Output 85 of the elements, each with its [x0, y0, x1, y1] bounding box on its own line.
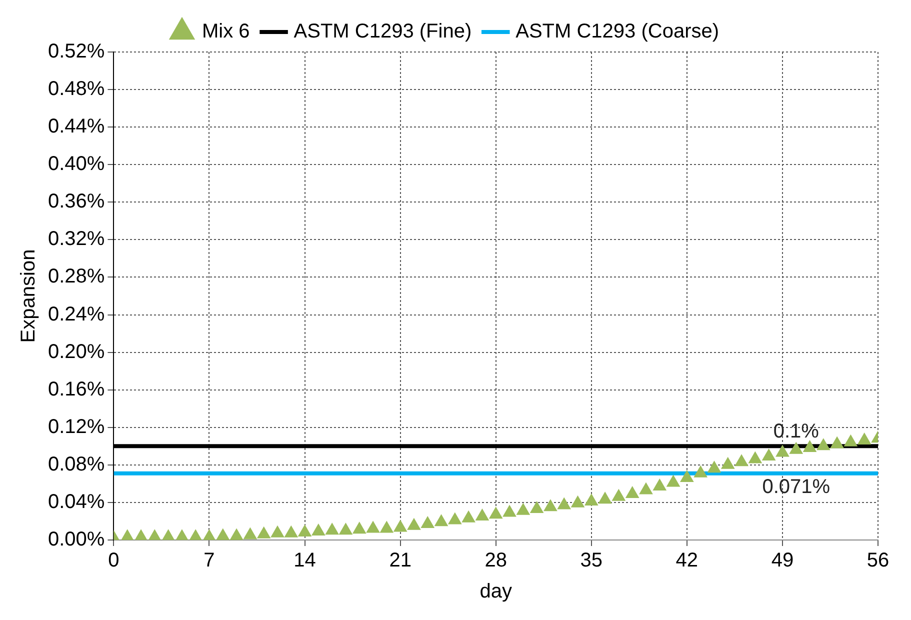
- point: [830, 436, 844, 448]
- y-tick-label: 0.24%: [48, 303, 105, 326]
- x-tick-label: 35: [580, 550, 603, 572]
- y-tick-label: 0.12%: [48, 416, 105, 438]
- point: [339, 523, 352, 535]
- point: [776, 445, 790, 457]
- x-tick-label: 0: [108, 550, 120, 572]
- point: [558, 498, 571, 510]
- x-tick-label: 14: [294, 550, 316, 572]
- point: [544, 500, 558, 512]
- x-tick-label: 42: [676, 550, 698, 572]
- point: [502, 505, 516, 517]
- point: [326, 523, 339, 535]
- legend-label: ASTM C1293 (Coarse): [516, 20, 720, 43]
- x-axis-title: day: [480, 580, 512, 603]
- point: [421, 516, 434, 528]
- point: [230, 528, 244, 540]
- point: [530, 502, 544, 514]
- y-tick-label: 0.32%: [48, 228, 105, 250]
- point: [175, 530, 189, 540]
- legend-label: Mix 6: [202, 20, 250, 43]
- point: [721, 457, 734, 469]
- y-tick-label: 0.16%: [48, 378, 105, 400]
- y-tick-label: 0.08%: [48, 453, 105, 476]
- point: [298, 524, 312, 536]
- point: [639, 482, 653, 494]
- point: [284, 526, 298, 538]
- point: [189, 530, 202, 540]
- point: [216, 528, 230, 540]
- point: [394, 520, 407, 532]
- point: [666, 475, 680, 487]
- point: [202, 530, 216, 540]
- y-axis-title: Expansion: [18, 249, 40, 343]
- point: [120, 530, 134, 540]
- point: [407, 518, 421, 530]
- y-tick-label: 0.00%: [48, 528, 105, 551]
- point: [694, 466, 708, 478]
- y-tick-label: 0.20%: [48, 340, 105, 363]
- y-tick-label: 0.48%: [48, 78, 105, 100]
- point: [312, 524, 325, 536]
- point: [489, 507, 502, 519]
- point: [516, 503, 530, 515]
- y-tick-label: 0.52%: [48, 40, 105, 63]
- point: [816, 438, 830, 450]
- point: [653, 479, 666, 491]
- point: [762, 448, 776, 460]
- point: [257, 526, 270, 538]
- point: [598, 492, 612, 504]
- point: [612, 489, 626, 501]
- annotation: 0.1%: [773, 420, 820, 443]
- point: [462, 510, 476, 522]
- point: [476, 509, 489, 521]
- point: [734, 454, 748, 466]
- y-tick-label: 0.44%: [48, 116, 105, 138]
- point: [748, 452, 762, 464]
- point: [366, 521, 380, 533]
- point: [708, 461, 721, 473]
- point: [434, 514, 448, 526]
- annotation: 0.071%: [762, 476, 830, 498]
- point: [844, 434, 858, 446]
- point: [858, 433, 871, 445]
- point: [448, 512, 462, 524]
- point: [380, 521, 394, 533]
- x-tick-label: 7: [204, 550, 215, 572]
- y-tick-label: 0.28%: [48, 266, 105, 288]
- point: [626, 486, 639, 498]
- point: [352, 522, 366, 534]
- point: [790, 442, 803, 454]
- point: [270, 526, 284, 538]
- x-tick-label: 21: [389, 550, 412, 572]
- point: [162, 530, 175, 540]
- point: [680, 470, 694, 482]
- y-tick-label: 0.04%: [48, 490, 105, 513]
- point: [148, 530, 162, 540]
- legend-label: ASTM C1293 (Fine): [294, 20, 472, 43]
- point: [244, 528, 257, 540]
- point: [571, 496, 584, 508]
- y-tick-label: 0.40%: [48, 153, 105, 176]
- x-tick-label: 56: [866, 550, 890, 572]
- point: [134, 530, 148, 540]
- y-tick-label: 0.36%: [48, 190, 105, 213]
- x-tick-label: 28: [484, 550, 507, 572]
- x-tick-label: 49: [771, 550, 794, 572]
- point: [803, 440, 816, 452]
- point: [584, 494, 598, 506]
